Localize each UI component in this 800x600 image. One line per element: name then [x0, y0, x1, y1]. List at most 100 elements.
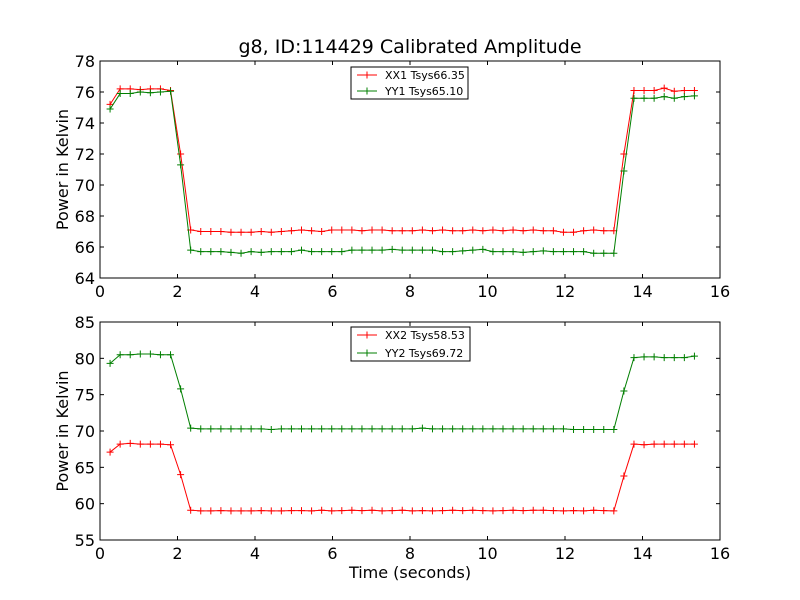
data-point [136, 350, 144, 358]
data-point [388, 425, 396, 433]
data-point [177, 471, 185, 479]
data-point [620, 167, 628, 175]
data-point [529, 425, 537, 433]
data-point [388, 245, 396, 253]
x-tick-label: 6 [327, 544, 337, 563]
data-point [308, 425, 316, 433]
data-point [277, 507, 285, 515]
data-point [227, 248, 235, 256]
data-point [489, 248, 497, 256]
data-point [398, 227, 406, 235]
data-point [640, 94, 648, 102]
data-point [207, 425, 215, 433]
x-tick-label: 2 [172, 544, 182, 563]
data-point [348, 226, 356, 234]
legend-label: XX2 Tsys58.53 [385, 329, 465, 342]
data-point [620, 387, 628, 395]
data-point [247, 228, 255, 236]
data-point [388, 507, 396, 515]
data-point [428, 246, 436, 254]
data-point [257, 507, 265, 515]
legend-label: XX1 Tsys66.35 [385, 69, 465, 82]
data-point [600, 426, 608, 434]
data-point [519, 248, 527, 256]
data-point [217, 425, 225, 433]
data-point [580, 227, 588, 235]
legend-marker [363, 87, 371, 95]
data-point [680, 93, 688, 101]
data-point [559, 507, 567, 515]
data-point [308, 227, 316, 235]
data-point [580, 248, 588, 256]
data-point [197, 425, 205, 433]
legend-marker [363, 71, 371, 79]
data-point [690, 92, 698, 100]
data-point [207, 507, 215, 515]
data-point [378, 425, 386, 433]
y-tick-label: 74 [75, 114, 95, 133]
data-point [479, 245, 487, 253]
data-point [499, 425, 507, 433]
data-point [640, 441, 648, 449]
x-tick-label: 8 [405, 282, 415, 301]
x-tick-label: 2 [172, 282, 182, 301]
data-point [328, 425, 336, 433]
data-point [106, 448, 114, 456]
data-point [459, 247, 467, 255]
data-point [559, 425, 567, 433]
data-point [116, 351, 124, 359]
data-point [227, 507, 235, 515]
data-point [308, 507, 316, 515]
data-point [408, 246, 416, 254]
legend-box [350, 326, 471, 362]
data-point [469, 226, 477, 234]
data-point [146, 440, 154, 448]
data-point [570, 507, 578, 515]
data-point [207, 248, 215, 256]
data-point [358, 246, 366, 254]
x-tick-label: 10 [477, 282, 497, 301]
x-tick-label: 12 [555, 282, 575, 301]
data-point [378, 246, 386, 254]
data-point [167, 87, 175, 95]
data-point [449, 506, 457, 514]
data-point [237, 425, 245, 433]
y-tick-label: 60 [75, 495, 95, 514]
data-point [489, 226, 497, 234]
data-point [600, 507, 608, 515]
data-point [378, 507, 386, 515]
data-point [197, 248, 205, 256]
data-point [207, 228, 215, 235]
data-point [559, 228, 567, 236]
y-tick-label: 70 [75, 422, 95, 441]
data-point [398, 246, 406, 254]
data-point [640, 86, 648, 94]
data-point [338, 507, 346, 515]
data-point [368, 246, 376, 254]
data-point [106, 105, 114, 113]
data-point [570, 248, 578, 256]
data-point [630, 440, 638, 448]
data-point [398, 425, 406, 433]
data-point [690, 440, 698, 448]
data-point [227, 425, 235, 433]
data-point [267, 248, 275, 256]
data-point [378, 226, 386, 234]
data-point [459, 227, 467, 235]
data-point [298, 226, 305, 234]
data-point [247, 248, 255, 256]
data-point [368, 425, 376, 433]
data-point [499, 248, 507, 256]
data-point [348, 425, 356, 433]
data-point [449, 425, 457, 433]
x-tick-label: 16 [710, 544, 730, 563]
data-point [428, 507, 436, 515]
data-point [156, 88, 164, 96]
data-point [348, 506, 356, 514]
data-point [156, 440, 164, 448]
data-point [539, 425, 547, 433]
data-point [529, 506, 537, 514]
x-tick-label: 14 [632, 282, 652, 301]
data-point [670, 87, 678, 95]
